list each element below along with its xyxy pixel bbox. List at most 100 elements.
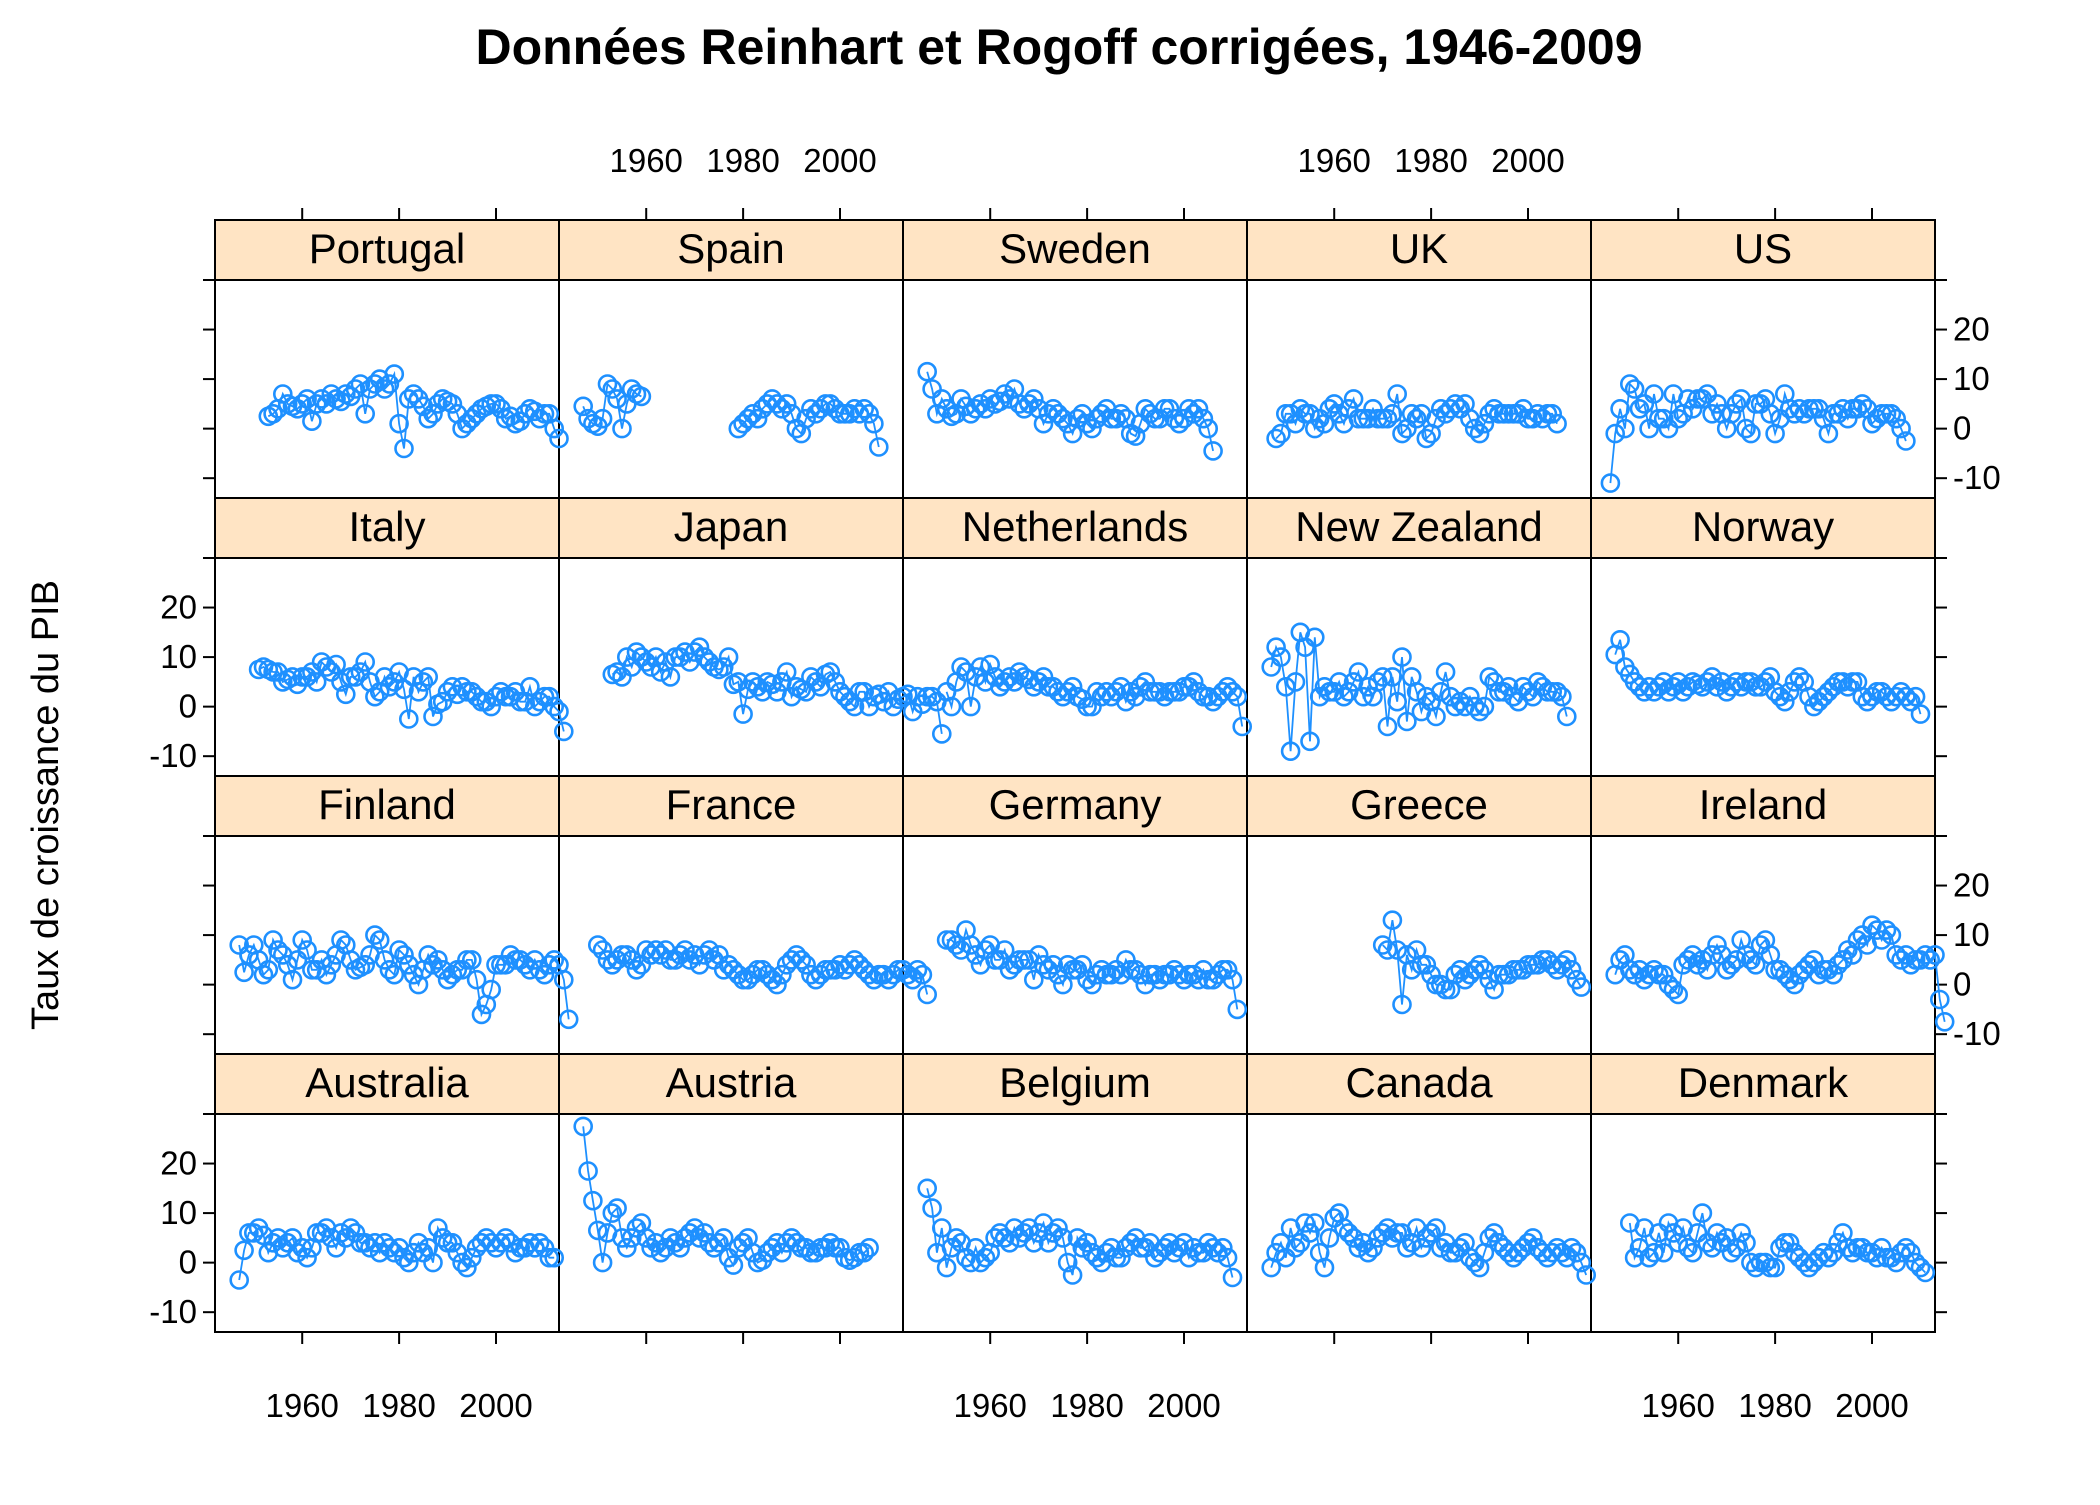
data-point <box>980 654 1001 675</box>
series-germany <box>936 920 1248 1020</box>
data-point <box>297 667 317 687</box>
data-point <box>549 701 569 722</box>
data-point <box>742 672 763 692</box>
y-tick-label: 20 <box>1953 311 1990 348</box>
data-point <box>1179 398 1199 419</box>
data-point <box>1397 711 1417 732</box>
data-point <box>1203 969 1223 990</box>
data-point <box>694 1223 715 1243</box>
data-point <box>1915 1262 1936 1283</box>
data-point <box>1004 672 1025 692</box>
panel-frame <box>1246 557 1592 777</box>
data-point <box>1867 1247 1887 1268</box>
data-point <box>1159 398 1180 419</box>
data-point <box>403 384 424 404</box>
data-point <box>805 403 826 424</box>
series-canada <box>1261 1203 1596 1285</box>
strip-austria <box>558 1053 904 1115</box>
data-point <box>1726 672 1747 692</box>
y-tick-label: 0 <box>1953 410 1971 447</box>
data-point <box>999 667 1020 687</box>
series-netherlands <box>936 654 1252 737</box>
data-point <box>1343 389 1364 409</box>
data-point <box>631 647 652 667</box>
panel-sweden: Sweden <box>902 219 1248 499</box>
x-tick-label: 2000 <box>1147 1387 1220 1424</box>
data-point <box>626 642 647 662</box>
series-norway <box>1605 629 1931 724</box>
data-point <box>1101 408 1122 429</box>
data-point <box>1198 418 1218 439</box>
data-point <box>297 940 317 960</box>
data-point <box>1901 954 1921 975</box>
data-point <box>1474 413 1495 434</box>
data-point <box>1033 413 1054 434</box>
data-point <box>466 686 487 707</box>
data-point <box>907 959 928 980</box>
data-point <box>1043 954 1063 975</box>
data-point <box>805 969 826 990</box>
data-point <box>970 394 991 414</box>
data-point <box>1852 394 1873 414</box>
x-tick-label: 1980 <box>362 1387 435 1424</box>
data-point <box>1319 1228 1340 1248</box>
y-tick-label: 0 <box>179 1244 197 1281</box>
data-point <box>316 394 337 414</box>
panel-frame <box>1590 1113 1936 1333</box>
data-point <box>1823 964 1844 985</box>
data-point <box>1203 1238 1223 1258</box>
data-point <box>1217 676 1238 697</box>
data-point <box>878 969 899 990</box>
data-point <box>830 681 850 702</box>
data-point <box>1552 686 1572 707</box>
data-point <box>1736 945 1756 965</box>
data-point <box>1707 676 1727 697</box>
data-point <box>1818 681 1839 702</box>
data-point <box>476 691 497 712</box>
data-point <box>1116 691 1136 712</box>
data-point <box>723 1255 744 1275</box>
data-point <box>1658 418 1679 439</box>
data-point <box>394 679 414 700</box>
data-point <box>791 950 812 970</box>
data-point <box>975 1247 996 1268</box>
data-point <box>1188 398 1209 419</box>
data-point <box>268 1228 288 1248</box>
data-point <box>1687 954 1708 975</box>
data-point <box>1174 408 1194 429</box>
data-point <box>1053 1228 1073 1248</box>
data-point <box>1557 706 1577 727</box>
data-point <box>423 706 443 727</box>
data-point <box>287 950 308 970</box>
data-point <box>1338 398 1359 419</box>
data-point <box>461 408 482 429</box>
data-point <box>1455 969 1475 990</box>
data-point <box>1460 686 1480 707</box>
data-point <box>1222 969 1243 990</box>
data-point <box>1634 394 1655 414</box>
data-point <box>1004 1218 1025 1238</box>
data-point <box>786 945 807 965</box>
strip-label: Sweden <box>999 225 1151 272</box>
data-point <box>1150 1242 1170 1263</box>
data-point <box>1857 691 1877 712</box>
data-point <box>1145 681 1165 702</box>
data-point <box>486 394 506 414</box>
data-point <box>1348 1238 1369 1258</box>
strip-australia <box>214 1053 560 1115</box>
data-point <box>316 964 337 985</box>
data-point <box>452 959 472 980</box>
data-point <box>1881 1247 1902 1268</box>
data-point <box>413 1242 434 1263</box>
data-point <box>733 1233 753 1253</box>
data-point <box>1542 403 1562 424</box>
data-point <box>757 964 778 985</box>
data-point <box>423 954 443 975</box>
strip-label: France <box>666 781 797 828</box>
data-point <box>1077 969 1097 990</box>
data-point <box>1789 667 1810 687</box>
data-point <box>1896 686 1916 707</box>
data-point <box>1799 398 1819 419</box>
data-point <box>1406 681 1427 702</box>
data-point <box>1421 1223 1441 1243</box>
